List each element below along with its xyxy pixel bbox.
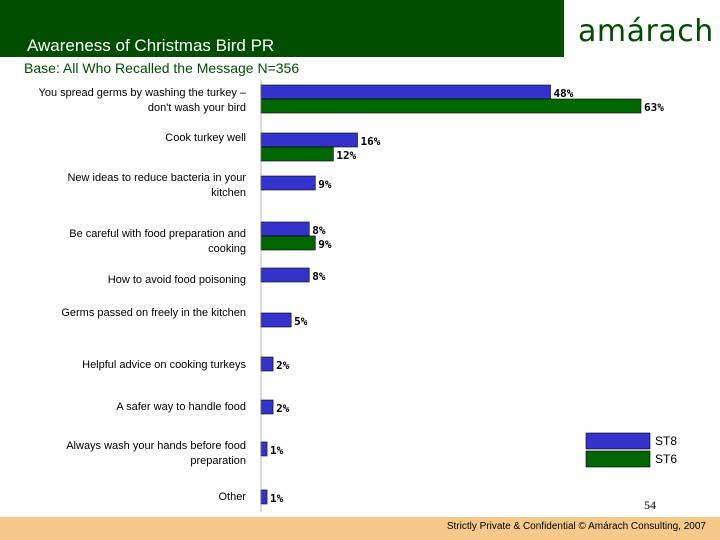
category-label: Germs passed on freely in the kitchen: [61, 307, 246, 319]
category-label: Always wash your hands before food prepar…: [66, 440, 246, 467]
bar-st8: [260, 356, 274, 372]
bar-st8: [260, 441, 268, 457]
bar-st8: [260, 489, 268, 505]
category-label: You spread germs by washing the turkey –…: [39, 87, 247, 114]
data-label: 8%: [312, 224, 326, 237]
data-label: 63%: [644, 101, 664, 114]
category-label: Other: [218, 491, 246, 503]
category-label: Cook turkey well: [165, 132, 246, 144]
page-subtitle: Base: All Who Recalled the Message N=356: [24, 60, 300, 76]
bar-st8: [260, 267, 310, 283]
data-label: 1%: [270, 492, 284, 505]
bar-st8: [260, 84, 551, 100]
category-label: Be careful with food preparation and cook…: [69, 228, 246, 255]
page-number: 54: [644, 498, 656, 512]
page-title: Awareness of Christmas Bird PR: [27, 36, 275, 55]
data-label: 9%: [318, 178, 332, 191]
data-label: 48%: [554, 87, 574, 100]
bar-st8: [260, 175, 316, 191]
data-label: 2%: [276, 359, 290, 372]
data-label: 2%: [276, 402, 290, 415]
data-label: 5%: [294, 315, 308, 328]
legend-label: ST8: [655, 434, 677, 448]
category-label: Helpful advice on cooking turkeys: [82, 359, 246, 371]
header-bar: Awareness of Christmas Bird PR: [0, 0, 564, 57]
bar-st8: [260, 312, 292, 328]
amarach-logo: amárach: [578, 14, 714, 49]
bar-st8: [260, 132, 358, 148]
data-label: 1%: [270, 444, 284, 457]
footer-bar: Strictly Private & Confidential © Amárac…: [0, 517, 720, 540]
category-label: A safer way to handle food: [116, 401, 246, 413]
footer-text: Strictly Private & Confidential © Amárac…: [446, 521, 706, 532]
bar-st8: [260, 221, 310, 237]
bar-st6: [260, 98, 642, 114]
data-label: 9%: [318, 238, 332, 251]
legend-swatch-st8: [585, 432, 651, 450]
category-label: New ideas to reduce bacteria in your kitc…: [67, 172, 246, 199]
data-label: 8%: [312, 270, 326, 283]
legend-swatch-st6: [585, 450, 651, 468]
category-label: How to avoid food poisoning: [108, 274, 246, 286]
legend-label: ST6: [655, 452, 677, 466]
bar-st8: [260, 399, 274, 415]
bar-st6: [260, 146, 334, 162]
bar-st6: [260, 235, 316, 251]
data-label: 16%: [361, 135, 381, 148]
data-label: 12%: [336, 149, 356, 162]
